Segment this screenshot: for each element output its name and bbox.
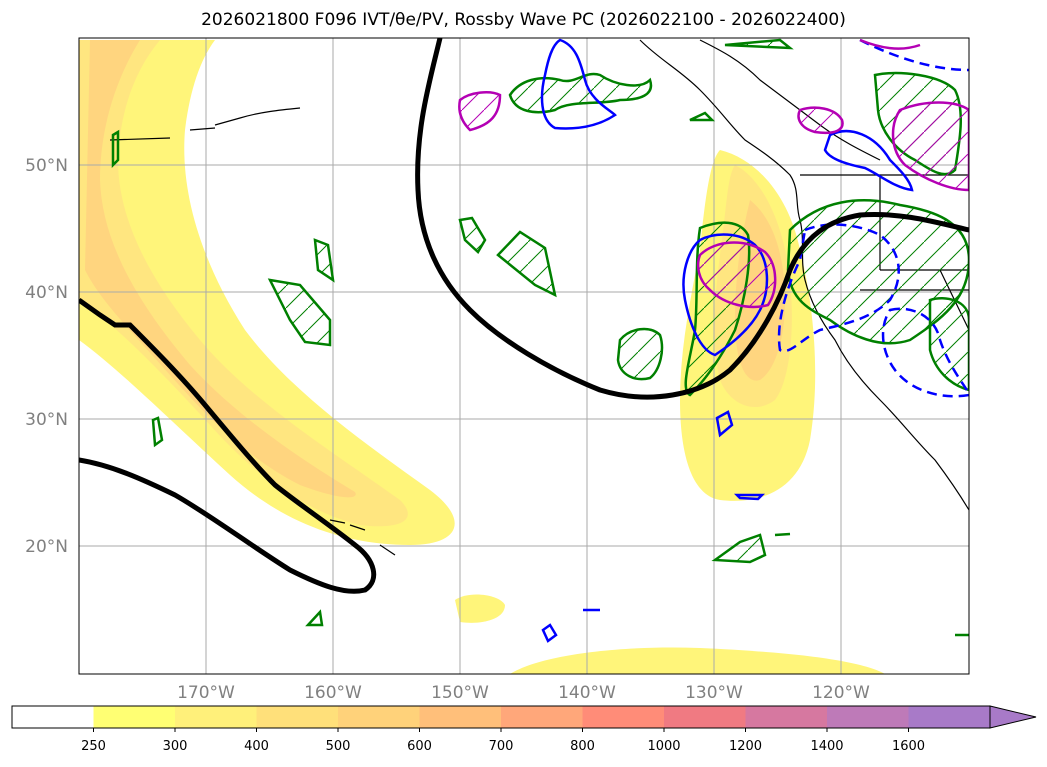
colorbar-swatch bbox=[338, 706, 420, 728]
pv-contours bbox=[79, 38, 969, 594]
grid-lines bbox=[79, 38, 969, 674]
lat-label: 40°N bbox=[25, 283, 68, 303]
colorbar-swatch bbox=[827, 706, 909, 728]
colorbar-tick-label: 600 bbox=[407, 739, 432, 754]
colorbar-swatch bbox=[256, 706, 339, 728]
lon-label: 120°W bbox=[812, 683, 870, 703]
colorbar-swatch bbox=[582, 706, 665, 728]
lon-label: 130°W bbox=[685, 683, 743, 703]
lat-label: 20°N bbox=[25, 537, 68, 557]
colorbar-swatch bbox=[12, 706, 94, 728]
blue-dashed-contours bbox=[777, 38, 969, 398]
colorbar-tick-label: 700 bbox=[489, 739, 514, 754]
colorbar-swatch bbox=[175, 706, 257, 728]
lon-label: 160°W bbox=[304, 683, 362, 703]
lat-label: 50°N bbox=[25, 156, 68, 176]
blue-contours bbox=[540, 38, 914, 643]
colorbar-swatch bbox=[908, 706, 991, 728]
colorbar-extend-arrow bbox=[989, 705, 1037, 729]
lon-label: 140°W bbox=[558, 683, 616, 703]
colorbar-swatch bbox=[419, 706, 502, 728]
colorbar-tick-label: 1400 bbox=[810, 739, 843, 754]
lon-label: 170°W bbox=[177, 683, 235, 703]
lat-label: 30°N bbox=[25, 410, 68, 430]
colorbar-tick-label: 500 bbox=[326, 739, 351, 754]
map-title: 2026021800 F096 IVT/θe/PV, Rossby Wave P… bbox=[201, 10, 846, 30]
colorbar-swatch bbox=[664, 706, 746, 728]
colorbar: 250 300 400 500 600 700 800 1000 1200 1400 1600 bbox=[11, 705, 1037, 754]
colorbar-tick-label: 250 bbox=[81, 739, 106, 754]
lon-label: 150°W bbox=[431, 683, 489, 703]
magenta-contours bbox=[458, 38, 969, 309]
lon-labels: 170°W 160°W 150°W 140°W 130°W 120°W bbox=[177, 683, 870, 703]
colorbar-tick-label: 300 bbox=[163, 739, 188, 754]
colorbar-tick-label: 1600 bbox=[892, 739, 925, 754]
colorbar-swatch bbox=[93, 706, 176, 728]
map-frame bbox=[78, 37, 970, 675]
lat-labels: 50°N 40°N 30°N 20°N bbox=[25, 156, 68, 557]
colorbar-swatch bbox=[745, 706, 828, 728]
colorbar-tick-label: 1000 bbox=[647, 739, 680, 754]
green-small-contours bbox=[111, 129, 969, 637]
colorbar-swatch bbox=[501, 706, 583, 728]
colorbar-tick-label: 800 bbox=[570, 739, 595, 754]
colorbar-tick-label: 400 bbox=[244, 739, 269, 754]
colorbar-tick-label: 1200 bbox=[729, 739, 762, 754]
